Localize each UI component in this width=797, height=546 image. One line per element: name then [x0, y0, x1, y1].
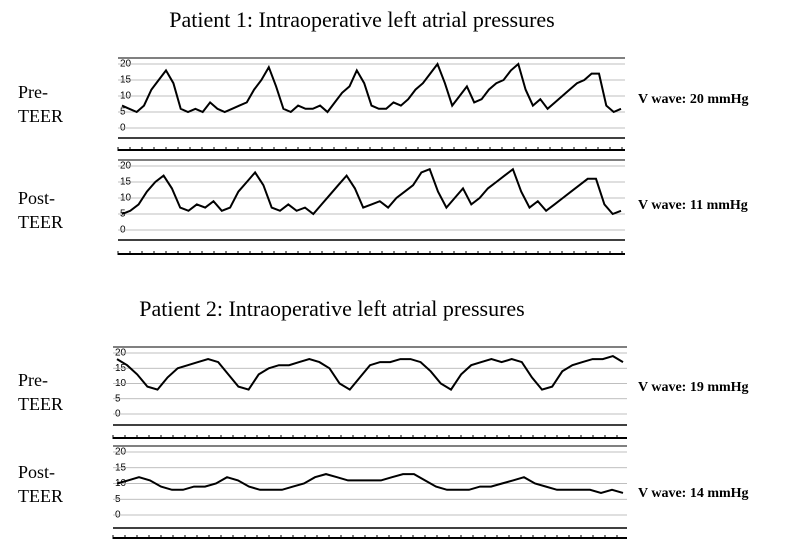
pressure-trace	[116, 355, 624, 391]
annotation: V wave: 14 mmHg	[638, 486, 749, 501]
row-label: Pre-	[18, 82, 48, 102]
pressure-trace	[116, 473, 624, 494]
annotation: V wave: 19 mmHg	[638, 380, 749, 395]
chart-title: Patient 2: Intraoperative left atrial pr…	[139, 296, 524, 321]
row-label: Pre-	[18, 370, 48, 390]
pressure-trace	[121, 61, 622, 114]
chart-title: Patient 1: Intraoperative left atrial pr…	[169, 7, 554, 32]
annotation: V wave: 11 mmHg	[638, 198, 748, 213]
row-label: Post-	[18, 188, 55, 208]
row-label: TEER	[18, 106, 63, 126]
row-label: TEER	[18, 394, 63, 414]
row-label: TEER	[18, 212, 63, 232]
row-label: Post-	[18, 462, 55, 482]
row-label: TEER	[18, 486, 63, 506]
pressure-trace	[121, 167, 622, 216]
annotation: V wave: 20 mmHg	[638, 92, 749, 107]
